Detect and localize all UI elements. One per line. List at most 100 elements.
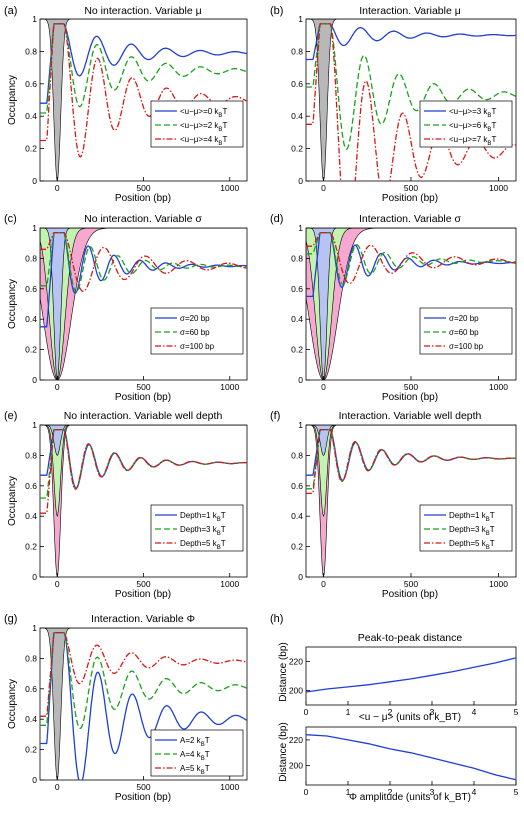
panel-b-xlabel: Position (bp) (382, 193, 438, 204)
panel-g-ytick-label: 0.8 (25, 653, 37, 663)
panel-c-ytick-label: 0.4 (25, 314, 37, 324)
panel-d-well-2 (306, 228, 516, 380)
panel-f-ytick-label: 0.6 (291, 481, 303, 491)
panel-b-xtick-label: 0 (321, 183, 326, 193)
panel-a-xtick-label: 500 (136, 183, 150, 193)
panel-h-bottom-plot: 0 1 2 3 4 5 200 220 (289, 726, 519, 797)
panel-e-potential-wells (40, 425, 247, 577)
panel-d-ytick-label: 0.6 (291, 284, 303, 294)
panel-e-series-2 (40, 428, 247, 514)
panel-d-legend-label-1: σ=60 bp (449, 328, 479, 337)
panel-d-series-2 (306, 231, 516, 285)
panel-h-top-plot: 0 1 2 3 4 5 200 220 (289, 646, 519, 717)
panel-b-ytick-label: 0 (298, 176, 303, 186)
panel-c-ytick-label: 0.2 (25, 345, 37, 355)
panel-b-potential-wells (306, 19, 516, 181)
panel-h-bottom-xlabel: Φ amplitude (units of k_BT) (349, 792, 471, 803)
panel-e-label: (e) (4, 410, 17, 422)
panel-b-ytick-label: 1 (298, 14, 303, 24)
panel-g-ytick-label: 0.4 (25, 714, 37, 724)
panel-c-legend-label-2: σ=100 bp (180, 342, 215, 351)
panel-f-ytick-label: 1 (298, 420, 303, 430)
panel-d-ytick-label: 0.2 (291, 345, 303, 355)
panel-a-legend: <u−μ>=0 kBT<u−μ>=2 kBT<u−μ>=4 kBT (150, 100, 244, 148)
panel-h-bottom-xtick-label: 0 (304, 787, 309, 797)
panel-e-ytick-label: 0.4 (25, 511, 37, 521)
panel-f-ytick-label: 0.4 (291, 511, 303, 521)
panel-c-potential-wells (40, 228, 247, 380)
panel-e-ytick-label: 0.2 (25, 542, 37, 552)
panel-g-ytick-label: 0.2 (25, 745, 37, 755)
panel-f-xlabel: Position (bp) (382, 589, 438, 600)
panel-g-label: (g) (4, 613, 17, 625)
panel-e-series-1 (40, 428, 247, 499)
panel-a-ytick-label: 0.8 (25, 46, 37, 56)
panel-b-ytick-label: 0.6 (291, 79, 303, 89)
panel-c-series-0 (40, 231, 247, 328)
panel-b-series-1 (306, 23, 516, 151)
panel-f-xtick-label: 500 (404, 579, 418, 589)
panel-f-ytick-label: 0 (298, 572, 303, 582)
panel-b-title: Interaction. Variable μ (359, 5, 461, 17)
panel-c-xlabel: Position (bp) (115, 392, 171, 403)
panel-c-legend-label-1: σ=60 bp (180, 328, 210, 337)
panel-c-ytick-label: 0.6 (25, 284, 37, 294)
panel-h-bottom-ylabel: Distance (bp) (278, 722, 289, 781)
panel-b-plot: 0 500 1000 0 0.2 0.4 0.6 0.8 1 <u−μ>=3 kBT<u−μ>=6… (291, 14, 517, 193)
panel-d-ytick-label: 0 (298, 375, 303, 385)
panel-d-title: Interaction. Variable σ (359, 213, 462, 225)
panel-b: (b) Interaction. Variable μ Position (bp… (270, 5, 517, 204)
panel-f-xtick-label: 1000 (489, 579, 508, 589)
panel-g-potential-wells (40, 628, 247, 780)
panel-a-label: (a) (4, 5, 17, 17)
panel-c-xtick-label: 1000 (220, 382, 239, 392)
panel-a-ylabel: Occupancy (7, 75, 18, 125)
panel-h-top-ylabel: Distance (bp) (278, 642, 289, 701)
panel-d-potential-wells (306, 228, 516, 380)
panel-h-bottom-xtick-label: 1 (346, 787, 351, 797)
panel-g-ylabel: Occupancy (7, 679, 18, 729)
panel-g-ytick-label: 0 (32, 775, 37, 785)
panel-d-legend-label-2: σ=100 bp (449, 342, 484, 351)
panel-f-ytick-label: 0.2 (291, 542, 303, 552)
panel-a-ytick-label: 0.2 (25, 144, 37, 154)
panel-e-xtick-label: 500 (136, 579, 150, 589)
panel-h-bottom-ytick-label: 220 (289, 735, 303, 745)
panel-e-well-0 (40, 425, 247, 577)
panel-g-xtick-label: 500 (136, 782, 150, 792)
panel-h-top-xlabel: <u − μ> (units of k_BT) (359, 712, 461, 723)
panel-h-top-xtick-label: 1 (346, 707, 351, 717)
panel-f-well-2 (306, 425, 516, 456)
panel-a-ytick-label: 0 (32, 176, 37, 186)
panel-a-potential-wells (40, 19, 247, 181)
panel-a-xtick-label: 1000 (220, 183, 239, 193)
panel-f-potential-wells (306, 425, 516, 577)
panel-h-top-frame (305, 646, 517, 706)
panel-h-bottom-series-0 (305, 734, 517, 781)
panel-e-title: No interaction. Variable well depth (64, 410, 223, 422)
panel-d-legend: σ=20 bp σ=60 bp σ=100 bp (419, 307, 513, 355)
panel-c-ylabel: Occupancy (7, 279, 18, 329)
panel-c-label: (c) (4, 213, 17, 225)
panel-b-label: (b) (270, 5, 283, 17)
panel-d-ytick-label: 1 (298, 223, 303, 233)
panel-b-ytick-label: 0.2 (291, 144, 303, 154)
panel-e-xtick-label: 1000 (220, 579, 239, 589)
panel-d-series-1 (306, 231, 516, 285)
panel-b-ytick-label: 0.8 (291, 46, 303, 56)
panel-c-legend: σ=20 bp σ=60 bp σ=100 bp (150, 307, 244, 355)
panel-c-ytick-label: 0.8 (25, 253, 37, 263)
panel-c-ytick-label: 0 (32, 375, 37, 385)
panel-d-xtick-label: 500 (404, 382, 418, 392)
panel-e-xlabel: Position (bp) (115, 589, 171, 600)
panel-f-label: (f) (270, 410, 280, 422)
panel-h-top-xtick-label: 2 (388, 707, 393, 717)
panel-b-well-0 (306, 19, 516, 181)
panel-a-series-1 (40, 23, 247, 114)
panel-d-legend-label-0: σ=20 bp (449, 314, 479, 323)
panel-e-ylabel: Occupancy (7, 476, 18, 526)
panel-h-title: Peak-to-peak distance (358, 632, 463, 644)
panel-a-well-0 (40, 19, 247, 181)
